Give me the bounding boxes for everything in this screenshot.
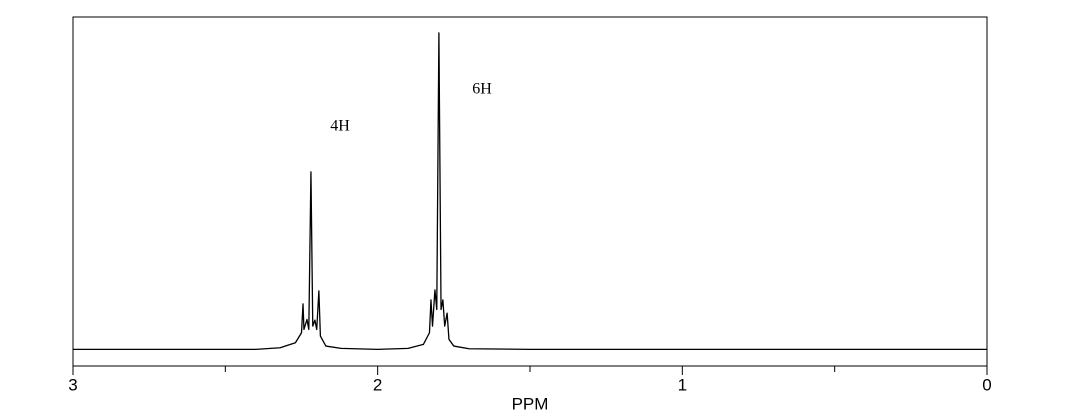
plot-frame	[72, 16, 988, 367]
annotation: 4H	[330, 118, 350, 135]
x-tick-label: 0	[982, 375, 991, 394]
x-axis-title: PPM	[512, 394, 549, 413]
x-tick-label: 1	[678, 375, 687, 394]
spectrum-line	[73, 32, 987, 351]
x-tick-label: 2	[373, 375, 382, 394]
x-tick-label: 3	[68, 375, 77, 394]
annotation: 6H	[472, 81, 492, 98]
